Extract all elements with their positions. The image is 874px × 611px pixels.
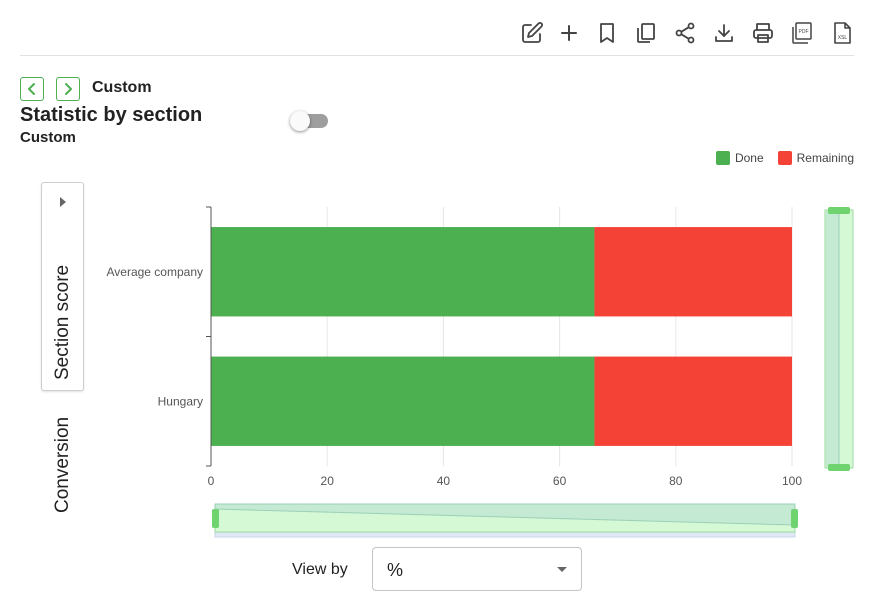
pdf-icon[interactable]: PDF (790, 21, 814, 45)
x-tick-label-20: 20 (321, 474, 335, 488)
legend-item-remaining[interactable]: Remaining (777, 151, 854, 165)
bar-done-0[interactable] (211, 227, 595, 317)
zoom-layer (212, 207, 854, 538)
x-zoom-handle-start[interactable] (212, 509, 219, 528)
x-tick-label-100: 100 (782, 474, 802, 488)
axis-layer: 0 20 40 60 80 100 Average company Hungary (106, 206, 802, 488)
xsl-icon[interactable]: XSL (830, 21, 854, 45)
share-icon[interactable] (673, 21, 697, 45)
bar-done-1[interactable] (211, 356, 595, 446)
view-by-select[interactable]: % (372, 547, 582, 591)
edit-icon[interactable] (520, 21, 544, 45)
plus-icon[interactable] (557, 21, 581, 45)
legend-swatch-remaining (777, 151, 792, 165)
page-subtitle: Custom (20, 129, 76, 146)
bookmark-icon[interactable] (595, 21, 619, 45)
next-button[interactable] (56, 77, 80, 101)
bar-layer (211, 227, 792, 446)
y-category-label-1: Hungary (158, 394, 203, 408)
bar-remaining-0[interactable] (594, 227, 792, 317)
prev-button[interactable] (20, 77, 44, 101)
view-by-value: % (387, 560, 404, 580)
chart-legend: Done Remaining (708, 151, 854, 165)
print-icon[interactable] (751, 21, 775, 45)
chevron-left-icon (28, 83, 35, 95)
page-title: Statistic by section (20, 104, 203, 126)
x-tick-label-60: 60 (553, 474, 567, 488)
x-zoom-handle-end[interactable] (791, 509, 798, 528)
legend-swatch-done (715, 151, 730, 165)
y-zoom-handle-end[interactable] (828, 464, 850, 471)
download-icon[interactable] (712, 21, 736, 45)
legend-label-remaining: Remaining (796, 151, 854, 165)
toggle-knob (290, 111, 310, 131)
x-tick-label-0: 0 (208, 474, 215, 488)
y-zoom-handle-start[interactable] (828, 207, 850, 214)
view-by-label: View by (292, 561, 348, 578)
tab-section-score[interactable]: Section score (41, 182, 84, 391)
toggle-switch[interactable] (290, 111, 330, 131)
legend-label-done: Done (734, 151, 764, 165)
x-tick-label-40: 40 (437, 474, 451, 488)
y-zoom-preview (826, 211, 839, 467)
caret-right-icon (60, 197, 66, 207)
chevron-right-icon (65, 83, 72, 95)
x-zoom-preview (214, 503, 796, 526)
pdf-icon-text: PDF (799, 29, 809, 35)
bar-remaining-1[interactable] (594, 356, 792, 446)
copy-icon[interactable] (634, 21, 658, 45)
y-category-label-0: Average company (106, 265, 203, 279)
xsl-icon-text: XSL (838, 35, 848, 41)
legend-item-done[interactable]: Done (715, 151, 764, 165)
nav-label: Custom (92, 79, 152, 96)
x-tick-label-80: 80 (669, 474, 683, 488)
toolbar: PDF XSL (20, 14, 854, 56)
chevron-down-icon (557, 567, 567, 572)
